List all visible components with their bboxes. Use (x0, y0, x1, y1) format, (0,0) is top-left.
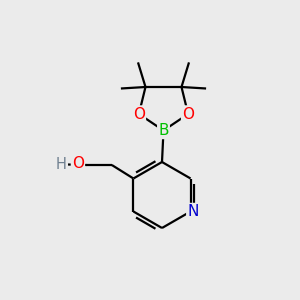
Text: H: H (56, 157, 67, 172)
Text: O: O (182, 106, 194, 122)
Text: O: O (133, 106, 145, 122)
Text: O: O (72, 156, 84, 171)
Text: B: B (158, 123, 169, 138)
Text: N: N (187, 204, 199, 219)
